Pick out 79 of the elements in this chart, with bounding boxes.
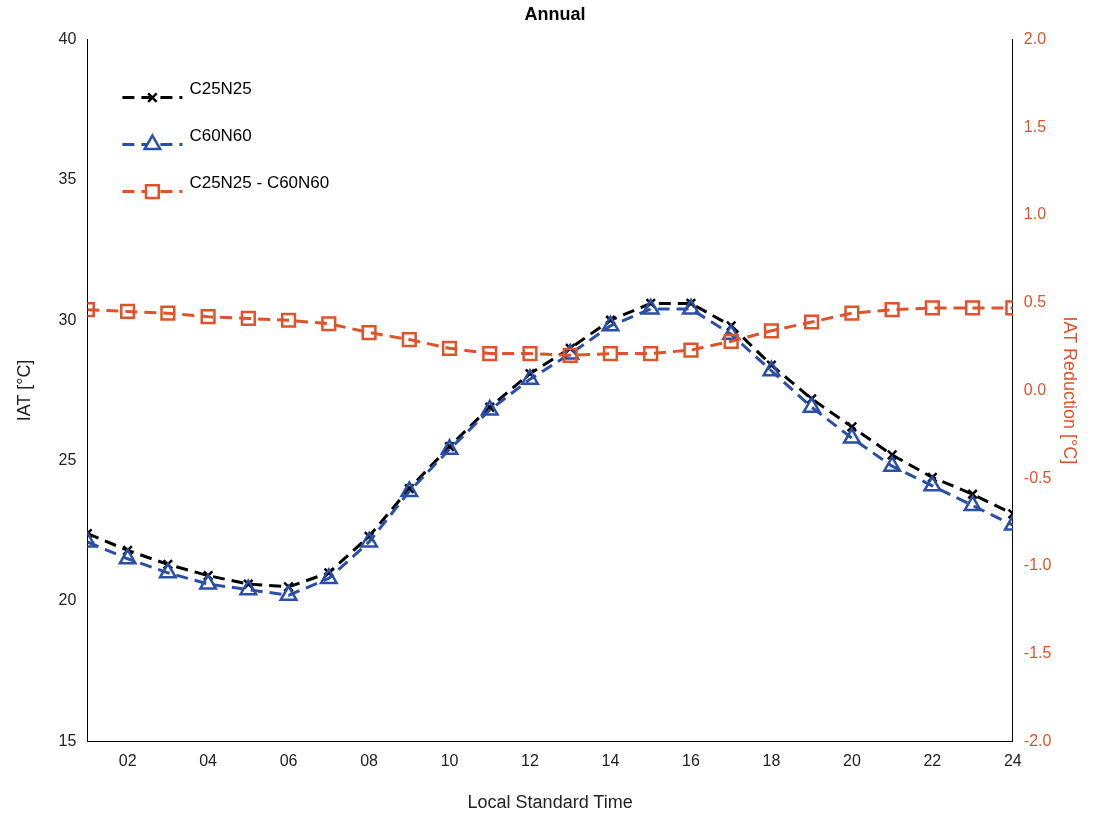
point	[846, 421, 858, 433]
point	[924, 300, 940, 316]
point	[562, 347, 578, 363]
y-tick-label: 15	[58, 731, 77, 749]
y2-tick-label: -1.0	[1023, 556, 1052, 574]
point	[158, 562, 177, 579]
point	[964, 300, 981, 316]
point	[480, 399, 499, 416]
point	[160, 305, 176, 321]
y-tick-label: 20	[58, 591, 77, 609]
point	[321, 316, 337, 332]
x-tick-label: 06	[279, 752, 298, 770]
point	[441, 340, 458, 356]
point	[883, 455, 902, 472]
y-tick-label: 25	[58, 450, 77, 468]
point	[319, 568, 338, 585]
y-tick-label: 35	[58, 170, 77, 188]
y2-tick-label: 0.5	[1023, 293, 1047, 311]
x-tick-label: 04	[199, 752, 218, 770]
y2-tick-label: -0.5	[1023, 468, 1052, 486]
point	[482, 345, 498, 362]
point	[763, 323, 780, 339]
point	[118, 548, 137, 565]
point	[522, 345, 538, 362]
legend-label: C25N25 - C60N60	[189, 172, 330, 192]
x-tick-label: 14	[601, 752, 620, 770]
y-tick-label: 40	[58, 30, 77, 48]
point	[967, 488, 979, 500]
x-tick-label: 20	[842, 752, 861, 770]
point	[440, 439, 459, 456]
point	[963, 495, 982, 512]
point	[279, 585, 298, 602]
x-tick-label: 08	[360, 752, 379, 770]
point	[240, 310, 256, 327]
y2-tick-label: 0.0	[1023, 380, 1047, 398]
point	[802, 396, 821, 413]
x-tick-label: 02	[118, 752, 137, 770]
point	[884, 302, 900, 318]
point	[602, 345, 619, 362]
point	[762, 360, 781, 377]
y2-tick-label: 1.5	[1023, 117, 1047, 135]
x-tick-label: 18	[762, 752, 781, 770]
point	[120, 303, 136, 320]
chart-title: Annual	[524, 3, 586, 24]
point	[401, 331, 417, 348]
legend-label: C60N60	[189, 125, 252, 145]
point	[886, 449, 898, 461]
x-tick-label: 10	[440, 752, 459, 770]
point	[601, 315, 620, 332]
point	[360, 531, 379, 548]
y-tick-label: 30	[58, 310, 77, 328]
point	[683, 342, 699, 358]
point	[723, 333, 739, 349]
point	[280, 312, 297, 328]
point	[923, 475, 942, 492]
point	[643, 345, 659, 362]
y2-axis-title: IAT Reduction [°C]	[1060, 316, 1081, 465]
point	[520, 368, 540, 385]
y2-tick-label: -2.0	[1023, 731, 1052, 749]
y2-tick-label: 2.0	[1023, 30, 1047, 48]
point	[844, 305, 860, 321]
y-axis-title: IAT [°C]	[13, 359, 34, 422]
point	[400, 481, 419, 498]
y2-tick-label: -1.5	[1023, 643, 1052, 661]
x-tick-label: 22	[923, 752, 942, 770]
point	[804, 314, 820, 330]
point	[239, 579, 258, 596]
point	[681, 298, 700, 315]
x-tick-label: 12	[521, 752, 539, 770]
point	[641, 298, 660, 315]
point	[842, 427, 861, 444]
x-axis-title: Local Standard Time	[467, 792, 633, 813]
y2-tick-label: 1.0	[1023, 205, 1047, 223]
point	[199, 573, 218, 590]
legend-label: C25N25	[189, 78, 252, 98]
point	[200, 309, 216, 325]
x-tick-label: 16	[682, 752, 700, 770]
point	[361, 324, 377, 341]
x-tick-label: 24	[1003, 752, 1022, 770]
